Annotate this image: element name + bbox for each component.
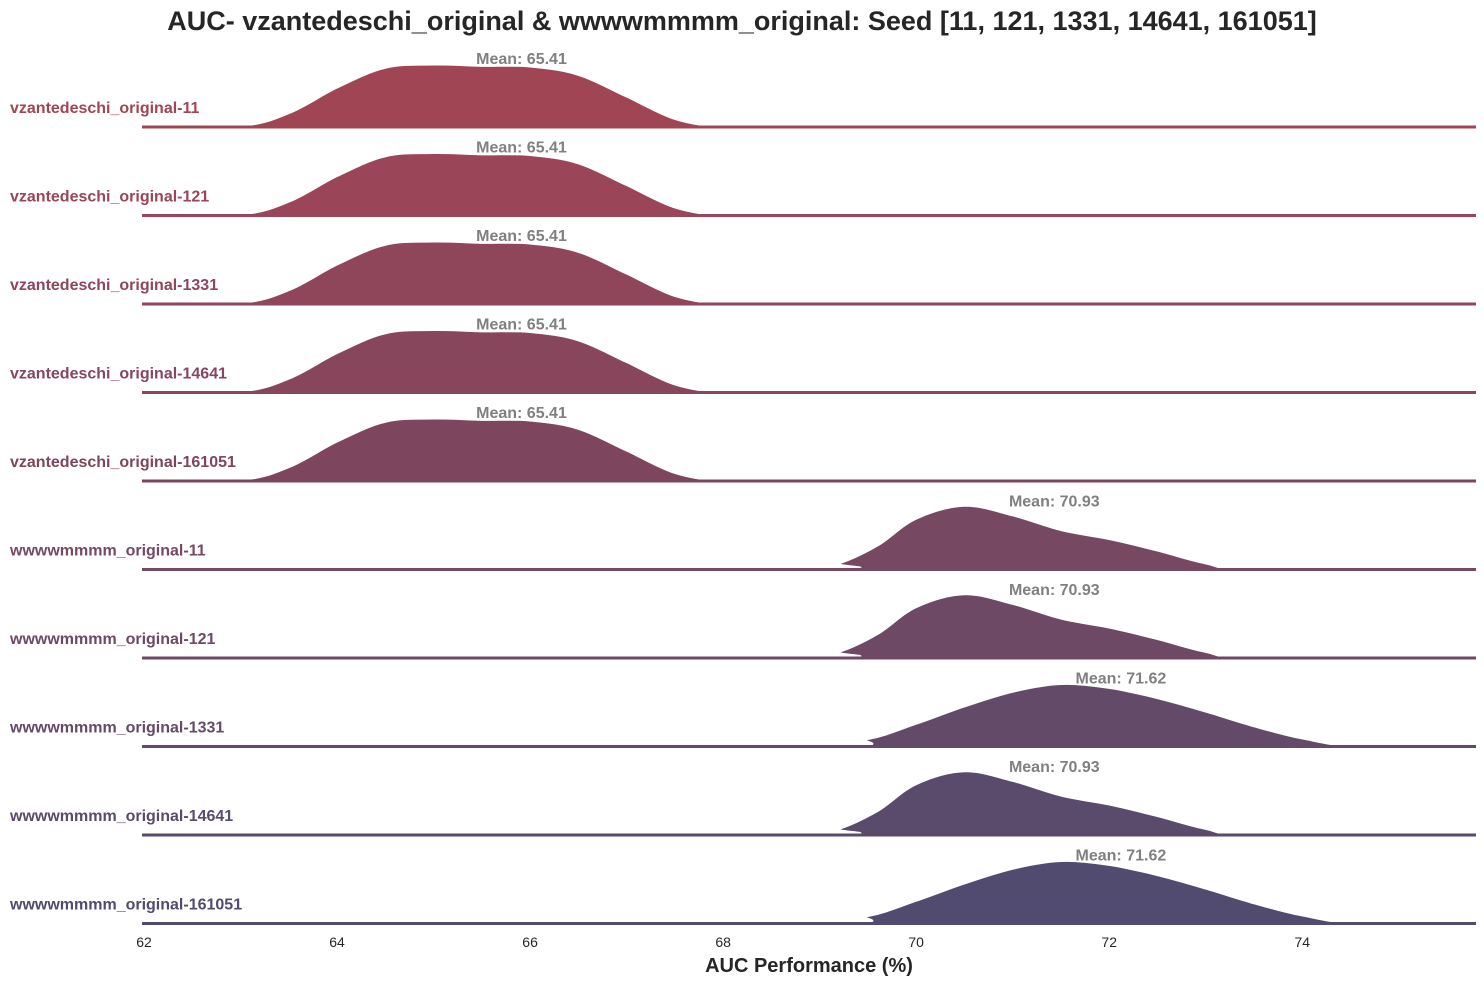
density-area bbox=[144, 329, 1476, 394]
series-label: vzantedeschi_original-161051 bbox=[10, 454, 236, 471]
mean-label: Mean: 70.93 bbox=[1009, 759, 1100, 776]
density-outline bbox=[143, 328, 772, 395]
mean-label: Mean: 65.41 bbox=[476, 140, 567, 157]
x-tick-label: 74 bbox=[1294, 934, 1310, 950]
chart-title: AUC- vzantedeschi_original & wwwwmmmm_or… bbox=[167, 6, 1317, 36]
x-tick-label: 72 bbox=[1101, 934, 1117, 950]
density-area bbox=[144, 860, 1476, 925]
x-tick-label: 70 bbox=[908, 934, 924, 950]
mean-label: Mean: 70.93 bbox=[1009, 494, 1100, 511]
density-area bbox=[144, 64, 1476, 128]
ridge-row-wwwwmmmm-original-121: wwwwmmmm_original-121 Mean: 70.93 bbox=[9, 582, 1477, 660]
density-outline bbox=[143, 504, 1477, 572]
ridge-row-wwwwmmmm-original-1331: wwwwmmmm_original-1331 Mean: 71.62 bbox=[9, 671, 1477, 749]
x-axis-label: AUC Performance (%) bbox=[705, 955, 913, 977]
density-outline bbox=[143, 417, 772, 483]
density-area bbox=[144, 418, 1476, 482]
mean-label: Mean: 65.41 bbox=[476, 51, 567, 68]
density-area bbox=[144, 593, 1476, 659]
series-label: vzantedeschi_original-11 bbox=[10, 100, 200, 117]
series-label: vzantedeschi_original-1331 bbox=[10, 277, 218, 294]
series-label: wwwwmmmm_original-11 bbox=[9, 543, 206, 560]
ridge-row-vzantedeschi-original-161051: vzantedeschi_original-161051 Mean: 65.41 bbox=[10, 405, 1476, 483]
density-outline bbox=[143, 769, 1477, 837]
density-outline bbox=[143, 240, 772, 306]
ridge-row-vzantedeschi-original-121: vzantedeschi_original-121 Mean: 65.41 bbox=[10, 140, 1476, 218]
ridge-row-wwwwmmmm-original-161051: wwwwmmmm_original-161051 Mean: 71.62 bbox=[9, 848, 1477, 926]
density-area bbox=[144, 770, 1476, 836]
x-tick-label: 68 bbox=[715, 934, 731, 950]
density-outline bbox=[143, 592, 1477, 660]
x-axis-ticks: 62 64 66 68 70 72 74 bbox=[136, 934, 1310, 950]
mean-label: Mean: 65.41 bbox=[476, 317, 567, 334]
series-label: vzantedeschi_original-14641 bbox=[10, 366, 227, 383]
series-label: vzantedeschi_original-121 bbox=[10, 189, 209, 206]
x-tick-label: 62 bbox=[136, 934, 152, 950]
x-tick-label: 66 bbox=[522, 934, 538, 950]
x-tick-label: 64 bbox=[329, 934, 345, 950]
mean-label: Mean: 70.93 bbox=[1009, 582, 1100, 599]
density-area bbox=[144, 152, 1476, 217]
series-label: wwwwmmmm_original-1331 bbox=[9, 720, 224, 737]
density-outline bbox=[143, 63, 772, 129]
ridge-row-wwwwmmmm-original-14641: wwwwmmmm_original-14641 Mean: 70.93 bbox=[9, 759, 1477, 837]
density-area bbox=[144, 505, 1476, 570]
ridge-row-vzantedeschi-original-1331: vzantedeschi_original-1331 Mean: 65.41 bbox=[10, 228, 1476, 306]
ridge-row-vzantedeschi-original-11: vzantedeschi_original-11 Mean: 65.41 bbox=[10, 51, 1476, 129]
density-area bbox=[144, 241, 1476, 305]
mean-label: Mean: 71.62 bbox=[1076, 671, 1167, 688]
mean-label: Mean: 65.41 bbox=[476, 228, 567, 245]
density-outline bbox=[143, 151, 772, 218]
mean-label: Mean: 71.62 bbox=[1076, 848, 1167, 865]
series-label: wwwwmmmm_original-121 bbox=[9, 631, 215, 648]
series-label: wwwwmmmm_original-161051 bbox=[9, 897, 242, 914]
ridge-row-wwwwmmmm-original-11: wwwwmmmm_original-11 Mean: 70.93 bbox=[9, 494, 1477, 572]
density-area bbox=[144, 683, 1476, 748]
mean-label: Mean: 65.41 bbox=[476, 405, 567, 422]
ridge-row-vzantedeschi-original-14641: vzantedeschi_original-14641 Mean: 65.41 bbox=[10, 317, 1476, 395]
series-label: wwwwmmmm_original-14641 bbox=[9, 808, 233, 825]
